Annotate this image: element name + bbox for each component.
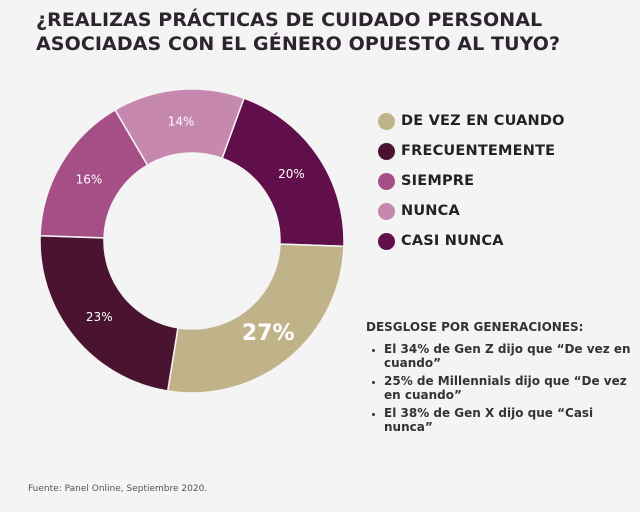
source-note: Fuente: Panel Online, Septiembre 2020. [28,484,208,494]
legend-label: NUNCA [401,203,460,219]
title-line-2: ASOCIADAS CON EL GÉNERO OPUESTO AL TUYO? [36,33,561,55]
legend-label: FRECUENTEMENTE [401,143,556,159]
breakdown-title: DESGLOSE POR GENERACIONES: [366,320,584,334]
legend-item: FRECUENTEMENTE [378,136,565,166]
donut-slice [114,88,245,167]
slice-label: 27% [242,321,295,346]
legend-item: NUNCA [378,196,565,226]
legend-swatch [378,112,395,130]
legend-label: DE VEZ EN CUANDO [401,113,565,129]
legend-item: SIEMPRE [378,166,565,196]
legend-swatch [378,142,395,160]
donut-slice [166,243,345,394]
legend-swatch [378,172,395,190]
slice-label: 20% [278,167,305,181]
slice-label: 14% [168,114,195,128]
donut-slice [39,234,179,392]
legend-label: CASI NUNCA [401,233,504,249]
breakdown-list: El 34% de Gen Z dijo que “De vez en cuan… [366,342,631,434]
breakdown-item: 25% de Millennials dijo que “De vez en c… [384,374,631,402]
legend-swatch [378,202,395,220]
legend-item: DE VEZ EN CUANDO [378,106,565,136]
slice-label: 23% [86,310,113,324]
title-line-1: ¿REALIZAS PRÁCTICAS DE CUIDADO PERSONAL [36,9,543,31]
slice-label: 16% [76,173,103,187]
breakdown-item: El 34% de Gen Z dijo que “De vez en cuan… [384,342,631,370]
legend-item: CASI NUNCA [378,226,565,256]
breakdown-item: El 38% de Gen X dijo que “Casi nunca” [384,406,631,434]
legend-label: SIEMPRE [401,173,475,189]
generation-breakdown: DESGLOSE POR GENERACIONES: El 34% de Gen… [366,320,631,438]
legend: DE VEZ EN CUANDO FRECUENTEMENTE SIEMPRE … [378,106,565,256]
legend-swatch [378,232,395,250]
chart-title: ¿REALIZAS PRÁCTICAS DE CUIDADO PERSONAL … [36,8,626,56]
